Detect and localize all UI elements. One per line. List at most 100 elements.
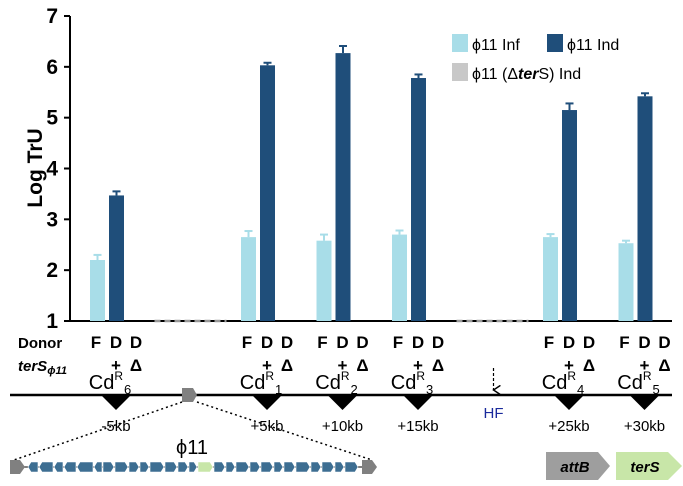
legend-item-inf: ϕ11 Inf <box>452 34 520 54</box>
prophage-gene <box>310 461 322 473</box>
subcolumn-label: Δ <box>583 356 595 375</box>
subcolumn-label: + <box>262 356 272 375</box>
prophage-gene <box>102 461 115 473</box>
bar-inf <box>241 237 256 321</box>
gene-ters: terS <box>616 452 682 480</box>
prophage-gene <box>273 461 284 473</box>
column-label: D <box>658 333 670 352</box>
y-axis: 1 2 3 4 5 6 7 <box>46 5 71 333</box>
subcolumn-label: Δ <box>432 356 444 375</box>
attb-label: attB <box>560 459 589 476</box>
y-tick-label: 4 <box>46 158 58 181</box>
bar-ind <box>637 96 653 321</box>
legend-swatch-ind <box>547 34 563 52</box>
insertion-marker <box>402 394 434 410</box>
zoom-line-right <box>196 401 373 461</box>
y-tick-label: 5 <box>46 107 58 130</box>
prophage-end-left <box>10 460 25 474</box>
prophage-genes <box>10 460 377 474</box>
site-label: CdR5 <box>617 369 659 397</box>
legend: ϕ11 Inf ϕ11 Ind ϕ11 (ΔterS) Ind <box>452 34 619 83</box>
prophage-gene <box>63 461 77 473</box>
subcolumn-label: Δ <box>356 356 368 375</box>
position-label: +10kb <box>322 418 363 435</box>
column-label: F <box>242 333 252 352</box>
legend-swatch-inf <box>452 34 468 52</box>
prophage-gene <box>260 461 274 473</box>
y-tick-label: 3 <box>46 208 58 231</box>
column-label: D <box>583 333 595 352</box>
prophage-gene <box>139 461 150 473</box>
prophage-end-right <box>362 460 377 474</box>
bar-inf <box>618 243 634 321</box>
subcolumn-label: + <box>338 356 348 375</box>
y-tick-labels: 1 2 3 4 5 6 7 <box>46 5 58 333</box>
bars <box>90 44 653 322</box>
prophage-gene <box>283 461 296 473</box>
prophage-gene <box>114 461 129 473</box>
column-label: F <box>544 333 554 352</box>
subcolumn-label: Δ <box>130 356 142 375</box>
prophage-gene <box>38 461 54 473</box>
prophage-gene <box>213 461 226 473</box>
prophage-gene <box>93 461 103 473</box>
subcolumn-label: + <box>640 356 650 375</box>
column-label: D <box>638 333 650 352</box>
insertion-marker <box>251 394 283 410</box>
prophage-gene <box>321 461 335 473</box>
site-label: CdR4 <box>542 369 584 397</box>
legend-label-inf: ϕ11 Inf <box>472 37 520 54</box>
ters-label: terS <box>630 459 659 476</box>
position-label: +15kb <box>397 418 438 435</box>
column-label: D <box>356 333 368 352</box>
column-label: F <box>393 333 403 352</box>
column-label: D <box>281 333 293 352</box>
column-label: D <box>261 333 273 352</box>
prophage-gene <box>225 461 236 473</box>
legend-swatch-ters-ind <box>452 63 468 81</box>
ters-arrow <box>616 452 682 480</box>
subcolumn-label: Δ <box>281 356 293 375</box>
position-label: +25kb <box>548 418 589 435</box>
prophage-gene <box>235 461 250 473</box>
position-label: +30kb <box>624 418 665 435</box>
legend-item-ters-ind: ϕ11 (ΔterS) Ind <box>452 63 581 83</box>
subcolumn-label: + <box>111 356 121 375</box>
insertion-marker <box>553 394 585 410</box>
prophage-gene <box>188 461 198 473</box>
column-label: D <box>412 333 424 352</box>
site-label: CdR2 <box>315 369 357 397</box>
prophage-gene <box>149 461 165 473</box>
position-label: -5kb <box>101 418 130 435</box>
bar-ind <box>335 53 351 321</box>
subcolumn-label: Δ <box>658 356 670 375</box>
column-label: D <box>432 333 444 352</box>
ters-row-label: terSϕ11 <box>18 358 67 377</box>
column-label: F <box>317 333 327 352</box>
bar-inf <box>543 237 558 321</box>
bar-ind <box>411 78 426 322</box>
prophage-diagram: ϕ11 <box>10 388 377 474</box>
position-label-hf: HF <box>484 405 504 422</box>
prophage-gene <box>249 461 261 473</box>
legend-label-ters-ind: ϕ11 (ΔterS) Ind <box>472 66 581 83</box>
y-tick-marks <box>64 15 70 322</box>
gene-attb: attB <box>546 452 610 480</box>
donor-row-label: Donor <box>18 335 62 352</box>
bar-inf <box>90 260 105 321</box>
column-label: D <box>130 333 142 352</box>
bar-ind <box>260 65 275 321</box>
y-tick-label: 6 <box>46 56 58 79</box>
column-label: D <box>336 333 348 352</box>
column-label: D <box>110 333 122 352</box>
y-tick-label: 7 <box>46 5 58 28</box>
insertion-marker <box>326 394 359 410</box>
prophage-label: ϕ11 <box>176 437 208 459</box>
site-label: CdR1 <box>240 369 282 397</box>
position-label: +5kb <box>251 418 284 435</box>
prophage-gene <box>128 461 140 473</box>
subcolumn-label: + <box>564 356 574 375</box>
prophage-gene <box>27 461 39 473</box>
